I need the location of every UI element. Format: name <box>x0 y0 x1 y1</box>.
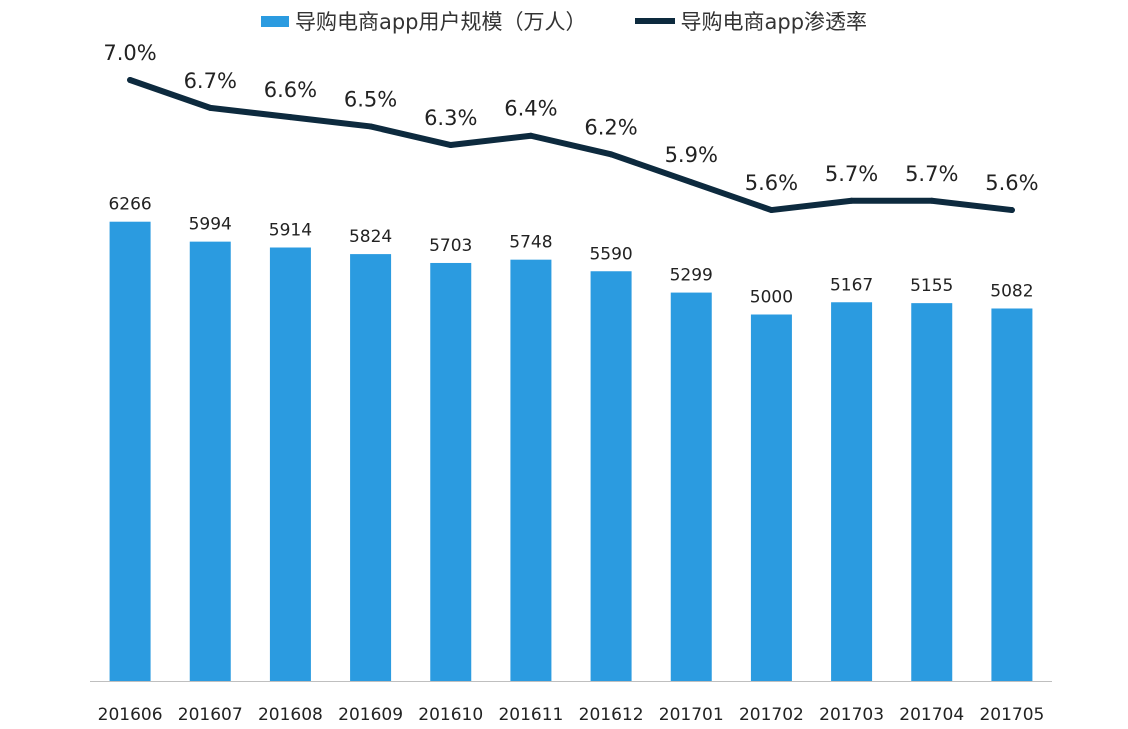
line-data-label: 5.6% <box>745 171 798 195</box>
bar-data-label: 5167 <box>830 275 873 295</box>
bar-data-label: 5703 <box>429 236 472 256</box>
x-tick-label: 201703 <box>819 705 884 725</box>
legend-label-bar: 导购电商app用户规模（万人） <box>294 10 587 34</box>
bar <box>350 254 392 681</box>
line-data-label: 6.4% <box>504 97 557 121</box>
line-data-label: 5.7% <box>905 162 958 186</box>
line-data-label: 6.2% <box>584 115 637 139</box>
bar <box>430 262 472 681</box>
line-data-label: 5.9% <box>665 143 718 167</box>
legend-swatch-bar <box>260 15 289 27</box>
bar-data-label: 6266 <box>108 195 151 215</box>
bar <box>590 271 632 681</box>
legend-swatch-line <box>634 18 675 24</box>
bar <box>831 302 873 681</box>
x-tick-label: 201606 <box>98 705 163 725</box>
x-tick-label: 201702 <box>739 705 804 725</box>
line-point <box>848 197 855 204</box>
x-tick-label: 201607 <box>178 705 243 725</box>
bar-data-label: 5000 <box>750 288 793 308</box>
bar-data-label: 5299 <box>670 266 713 286</box>
line-data-label: 6.7% <box>184 69 237 93</box>
line-point <box>608 151 615 158</box>
x-tick-label: 201701 <box>659 705 724 725</box>
line-data-label: 6.5% <box>344 87 397 111</box>
bar <box>189 241 231 681</box>
line-point <box>447 142 454 149</box>
bar <box>269 247 311 682</box>
legend: 导购电商app用户规模（万人） 导购电商app渗透率 <box>0 6 1128 36</box>
bar <box>991 308 1033 681</box>
legend-item-bar: 导购电商app用户规模（万人） <box>260 6 587 36</box>
x-tick-label: 201611 <box>498 705 563 725</box>
legend-item-line: 导购电商app渗透率 <box>634 6 868 36</box>
bar <box>670 292 712 681</box>
bar-data-label: 5590 <box>589 244 632 264</box>
bar <box>109 221 151 681</box>
line-point <box>207 104 214 111</box>
x-tick-label: 201704 <box>899 705 964 725</box>
bar <box>911 303 953 681</box>
bar <box>750 314 792 681</box>
bar-data-label: 5748 <box>509 233 552 253</box>
line-point <box>768 207 775 214</box>
line-point <box>127 77 134 83</box>
line-point <box>527 132 534 139</box>
line-point <box>287 114 294 121</box>
line-point <box>928 197 935 204</box>
x-tick-label: 201610 <box>418 705 483 725</box>
line-data-label: 5.6% <box>985 171 1038 195</box>
line-data-label: 5.7% <box>825 162 878 186</box>
x-tick-label: 201609 <box>338 705 403 725</box>
bar-data-label: 5082 <box>990 281 1033 301</box>
bar-data-label: 5994 <box>189 215 232 235</box>
line-point <box>367 123 374 130</box>
line-point <box>1008 207 1015 214</box>
line-data-label: 7.0% <box>103 41 156 65</box>
line-point <box>688 179 695 186</box>
penetration-rate-line <box>127 77 1015 214</box>
line-data-label: 6.6% <box>264 78 317 102</box>
x-tick-label: 201608 <box>258 705 323 725</box>
bar-data-label: 5824 <box>349 227 392 247</box>
bar-data-label: 5914 <box>269 221 312 241</box>
line-data-label: 6.3% <box>424 106 477 130</box>
legend-label-line: 导购电商app渗透率 <box>680 10 868 34</box>
bar-data-label: 5155 <box>910 276 953 296</box>
x-tick-label: 201612 <box>579 705 644 725</box>
bar <box>510 259 552 681</box>
x-tick-label: 201705 <box>979 705 1044 725</box>
